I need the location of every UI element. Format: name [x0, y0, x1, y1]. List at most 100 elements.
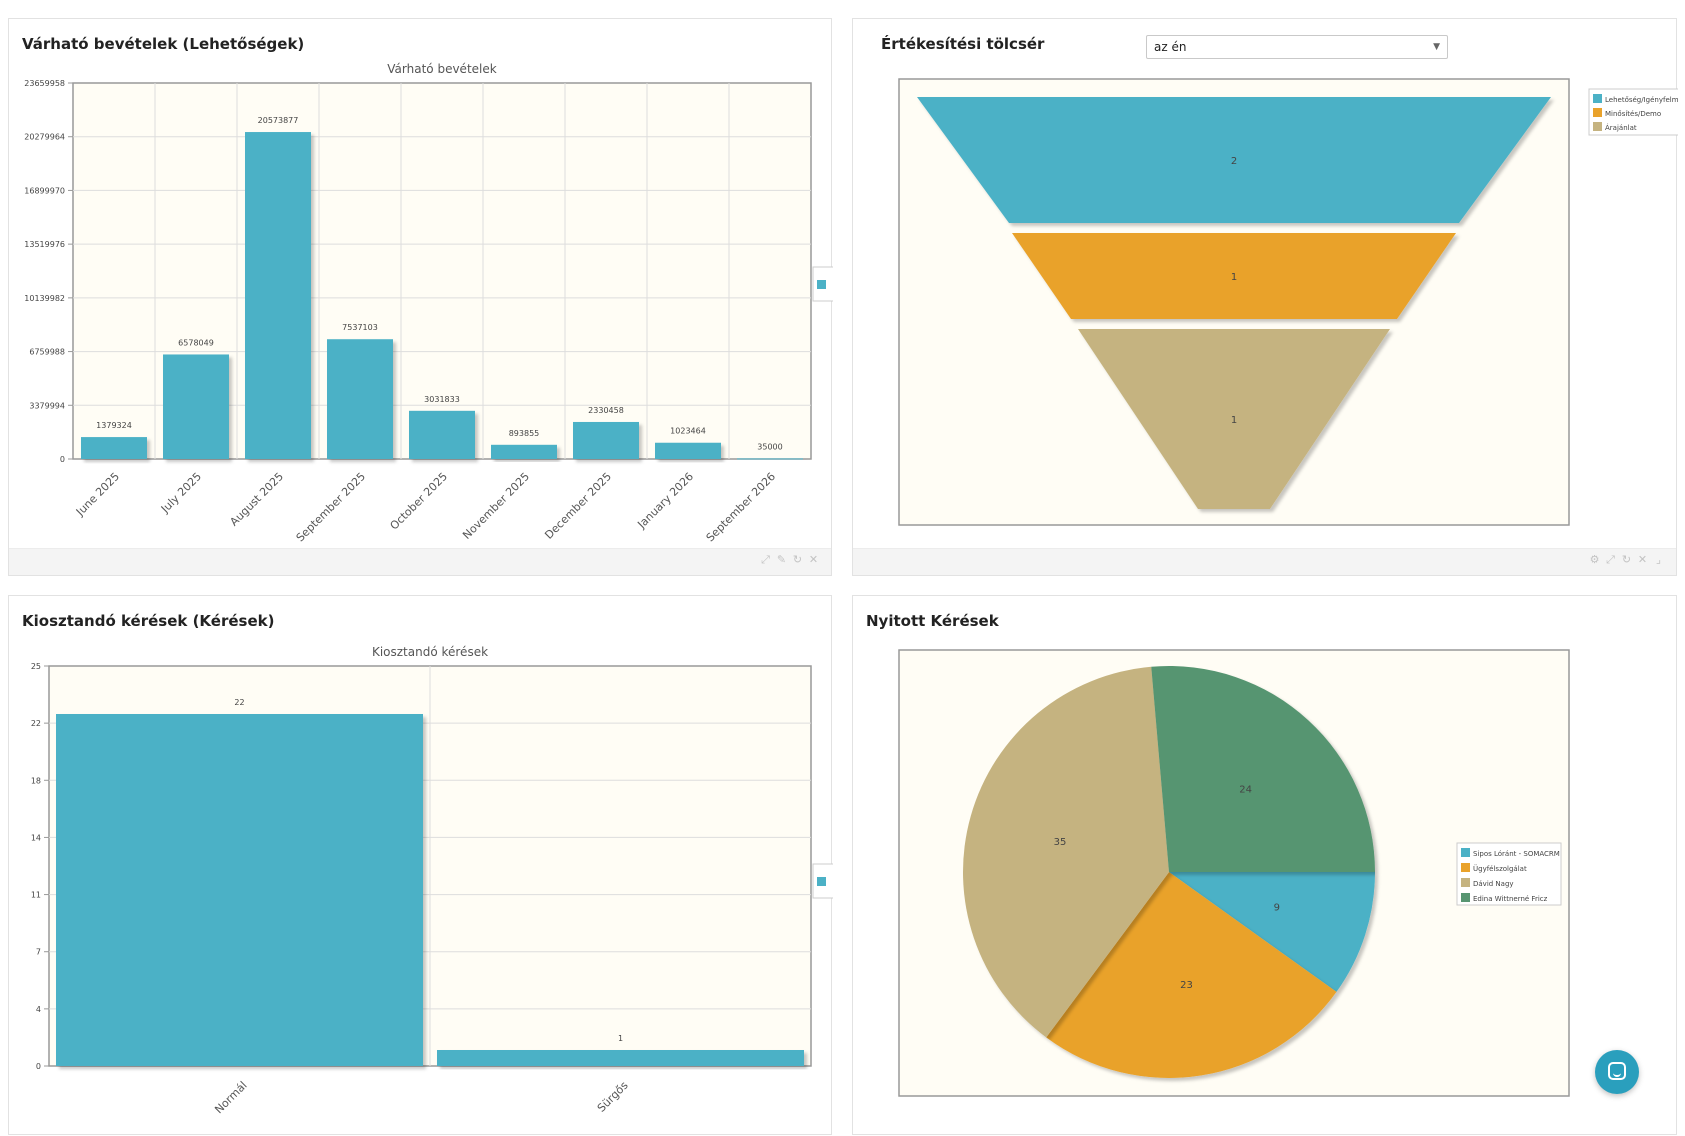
maximize-icon[interactable]: ⤢: [1606, 553, 1615, 566]
legend-label: Árajánlat: [1605, 123, 1637, 132]
y-tick-label: 14: [31, 833, 41, 842]
bar: [573, 421, 639, 459]
legend-label: Dávid Nagy: [1473, 880, 1514, 888]
bar: [327, 339, 393, 459]
pie-slice: [1169, 872, 1375, 992]
legend: [812, 266, 833, 302]
data-label: 1379324: [96, 421, 132, 430]
open-requests-dashlet: Nyitott Kérések 9 23 35 24 Sipos Lóránt - SO…: [852, 595, 1677, 1135]
y-tick-label: 11: [31, 891, 41, 900]
legend-swatch: [1593, 94, 1602, 103]
legend-swatch: [1593, 108, 1602, 117]
close-icon[interactable]: ✕: [808, 553, 819, 566]
legend-label: Sipos Lóránt - SOMACRM: [1473, 850, 1560, 858]
funnel-chart: 2 1 1 Lehetőség/Igényfelmé Minősítés/Demo Ára…: [898, 78, 1678, 526]
legend-swatch: [817, 280, 826, 289]
chevron-down-icon: ▼: [1433, 42, 1440, 52]
legend: [812, 863, 833, 899]
legend-box: [1588, 88, 1678, 136]
legend-box: [1456, 842, 1562, 906]
bar: [81, 437, 147, 459]
y-tick-label: 10139982: [24, 294, 65, 303]
pie-slice: [1046, 872, 1337, 1078]
legend-swatch: [1593, 122, 1602, 131]
x-tick-label: September 2026: [704, 470, 778, 544]
bar: [655, 442, 721, 459]
y-tick-label: 22: [31, 719, 41, 728]
bar: [56, 714, 423, 1066]
y-tick-label: 25: [31, 662, 41, 671]
legend: Sipos Lóránt - SOMACRM Ügyfélszolgálat Dáv…: [1456, 842, 1562, 906]
funnel-dashlet: Értékesítési tölcsér az én ▼ 2 1 1 Lehetősé…: [852, 18, 1678, 576]
bar: [491, 444, 557, 459]
x-tick-label: August 2025: [227, 470, 286, 529]
x-tick-label: October 2025: [388, 470, 451, 533]
revenue-dashlet: Várható bevételek (Lehetőségek) Várható …: [8, 18, 833, 576]
resize-icon[interactable]: ⌟: [1655, 553, 1662, 566]
requests-chart: Kiosztandó kérések 0 4 7 11 14 18 22 25 22 Normál 1…: [31, 645, 833, 1116]
pie-slice: [963, 666, 1169, 1038]
x-tick-label: January 2026: [634, 470, 696, 532]
legend-label: Minősítés/Demo: [1605, 109, 1661, 118]
y-tick-label: 0: [36, 1062, 41, 1071]
y-tick-label: 4: [36, 1005, 41, 1014]
bar: [163, 354, 229, 459]
legend-swatch: [817, 877, 826, 886]
funnel-user-select-value: az én: [1154, 40, 1187, 54]
funnel-dashlet-title: Értékesítési tölcsér: [881, 35, 1045, 53]
chart-title: Várható bevételek: [387, 62, 496, 76]
legend: Lehetőség/Igényfelmé Minősítés/Demo Áraján…: [1588, 88, 1678, 136]
funnel-user-select[interactable]: az én ▼: [1146, 35, 1448, 59]
data-label: 893855: [509, 429, 540, 438]
pie-value-label: 23: [1180, 980, 1193, 991]
pie-slice: [1151, 666, 1375, 872]
legend-label: Edina Wittnerné Fricz: [1473, 895, 1548, 903]
x-tick-label: July 2025: [158, 470, 204, 516]
x-tick-label: September 2025: [294, 470, 368, 544]
legend-label: Ügyfélszolgálat: [1473, 864, 1527, 873]
legend-label: Lehetőség/Igényfelmé: [1605, 95, 1678, 104]
refresh-icon[interactable]: ↻: [792, 553, 803, 566]
x-tick-label: Sürgős: [595, 1079, 631, 1115]
bar: [409, 410, 475, 459]
legend-swatch: [1461, 878, 1470, 887]
data-label: 20573877: [258, 116, 299, 125]
x-tick-label: December 2025: [542, 470, 614, 542]
data-label: 1023464: [670, 427, 706, 436]
refresh-icon[interactable]: ↻: [1621, 553, 1632, 566]
maximize-icon[interactable]: ⤢: [761, 553, 770, 566]
data-label: 22: [234, 698, 244, 707]
bar: [437, 1050, 804, 1066]
chat-button[interactable]: [1595, 1050, 1639, 1094]
funnel-value-label: 1: [1231, 272, 1237, 283]
y-tick-label: 18: [31, 776, 41, 785]
y-tick-label: 3379994: [29, 401, 65, 410]
data-label: 2330458: [588, 406, 624, 415]
edit-icon[interactable]: ✎: [776, 553, 787, 566]
data-label: 3031833: [424, 395, 460, 404]
revenue-dashlet-footer: ⤢ ✎ ↻ ✕: [9, 548, 831, 575]
x-tick-label: November 2025: [460, 470, 532, 542]
close-icon[interactable]: ✕: [1637, 553, 1648, 566]
y-tick-label: 0: [60, 455, 65, 464]
bar: [245, 132, 311, 460]
y-tick-label: 23659958: [24, 79, 65, 88]
data-label: 6578049: [178, 338, 214, 347]
y-tick-label: 6759988: [29, 348, 65, 357]
revenue-dashlet-title: Várható bevételek (Lehetőségek): [22, 35, 305, 53]
revenue-chart: Várható bevételek 0 3379994 6759988 10139982…: [24, 62, 833, 544]
y-tick-label: 7: [36, 948, 41, 957]
pie-value-label: 9: [1274, 903, 1280, 914]
x-tick-label: Normál: [212, 1079, 249, 1116]
y-tick-label: 16899970: [24, 186, 65, 195]
chat-icon: [1608, 1062, 1626, 1080]
x-tick-label: June 2025: [73, 470, 122, 519]
y-tick-label: 20279964: [24, 133, 65, 142]
requests-dashlet: Kiosztandó kérések (Kérések) Kiosztandó …: [8, 595, 833, 1135]
funnel-segment: [1012, 233, 1456, 319]
pie-value-label: 24: [1239, 785, 1252, 796]
funnel-value-label: 1: [1231, 415, 1237, 426]
legend-swatch: [1461, 893, 1470, 902]
gear-icon[interactable]: ⚙: [1589, 553, 1600, 566]
data-label: 35000: [757, 442, 782, 451]
